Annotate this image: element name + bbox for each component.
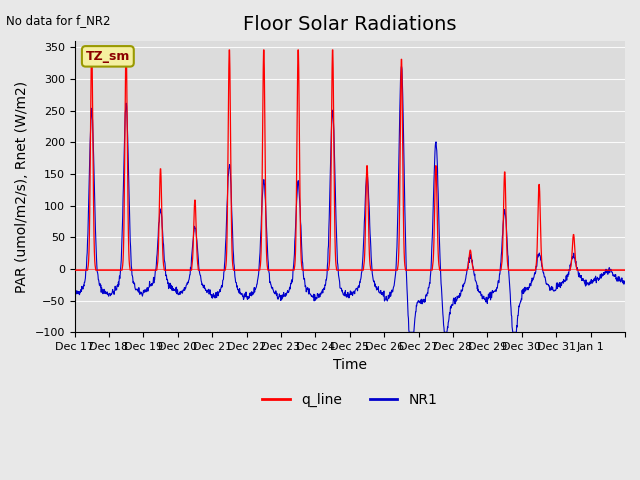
Text: TZ_sm: TZ_sm: [86, 50, 130, 63]
Legend: q_line, NR1: q_line, NR1: [257, 387, 443, 413]
Title: Floor Solar Radiations: Floor Solar Radiations: [243, 15, 456, 34]
Y-axis label: PAR (umol/m2/s), Rnet (W/m2): PAR (umol/m2/s), Rnet (W/m2): [15, 81, 29, 293]
X-axis label: Time: Time: [333, 358, 367, 372]
Text: No data for f_NR2: No data for f_NR2: [6, 14, 111, 27]
